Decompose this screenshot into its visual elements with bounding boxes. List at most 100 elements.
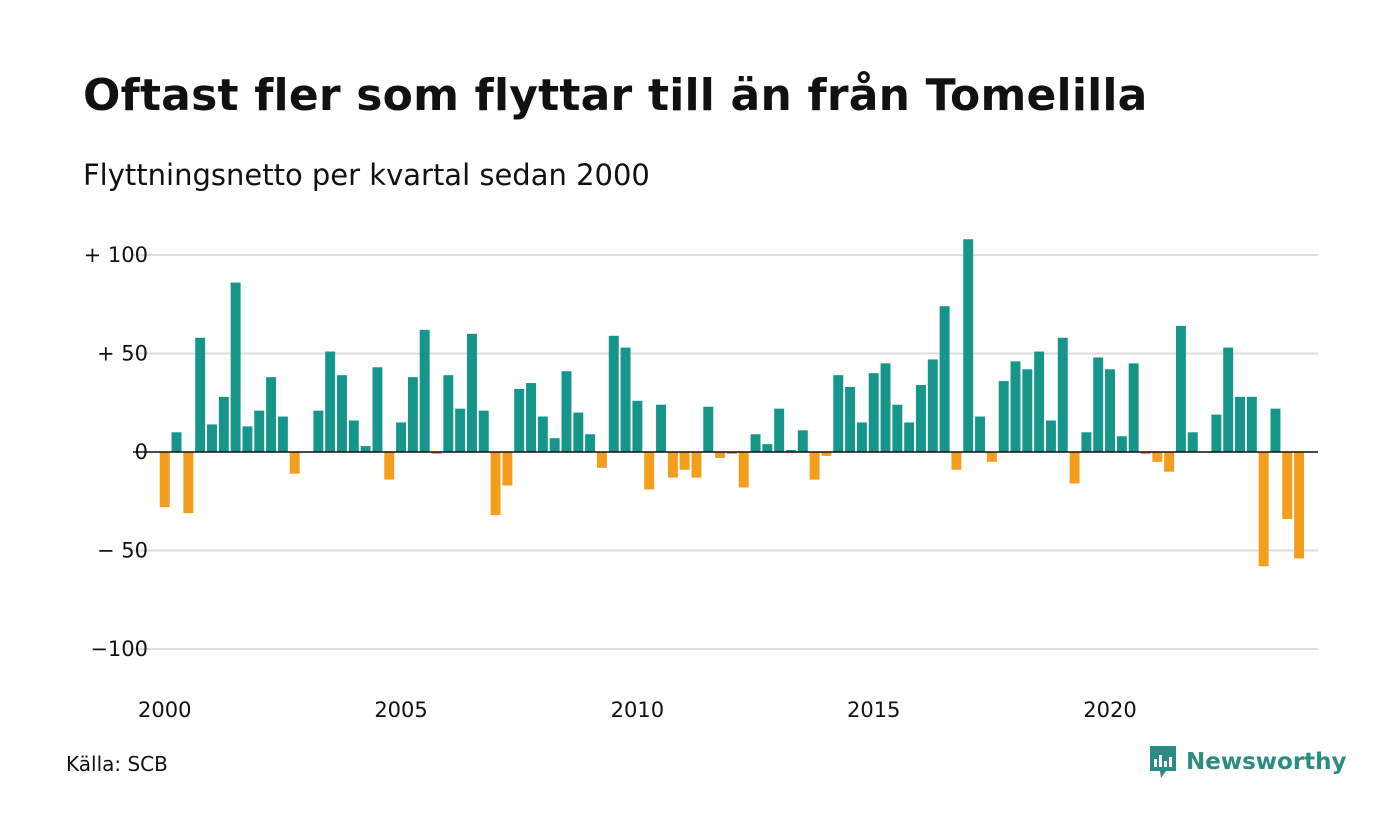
- y-tick-label: −100: [90, 637, 148, 661]
- newsworthy-logo[interactable]: Newsworthy: [1148, 744, 1347, 780]
- bar: [750, 434, 761, 452]
- bar: [715, 452, 726, 458]
- bar: [1034, 351, 1045, 452]
- bar: [1175, 325, 1186, 452]
- bar: [289, 452, 300, 474]
- bar: [360, 446, 371, 452]
- bar: [927, 359, 938, 452]
- bar: [880, 363, 891, 452]
- bar: [691, 452, 702, 478]
- bar: [738, 452, 749, 488]
- bar: [1258, 452, 1269, 567]
- bar: [809, 452, 820, 480]
- bar: [998, 381, 1009, 452]
- bar: [195, 337, 206, 452]
- bar: [230, 282, 241, 452]
- chart-title: Oftast fler som flyttar till än från Tom…: [83, 70, 1148, 121]
- bar: [1187, 432, 1198, 452]
- bar: [277, 416, 288, 452]
- bar: [632, 400, 643, 452]
- x-axis-ticks: 2000 2005 2010 2015 2020: [138, 698, 1137, 722]
- y-tick-label: + 100: [84, 243, 148, 267]
- bar: [1211, 414, 1222, 452]
- bar: [396, 422, 407, 452]
- bar: [644, 452, 655, 490]
- bar: [656, 404, 666, 452]
- bar: [1294, 452, 1305, 559]
- bar: [455, 408, 466, 452]
- y-tick-label: + 50: [97, 342, 148, 366]
- bar: [1093, 357, 1104, 452]
- bar: [443, 375, 454, 452]
- bar: [845, 386, 856, 452]
- bar: [502, 452, 513, 486]
- bar: [372, 367, 383, 452]
- x-tick-label: 2005: [374, 698, 427, 722]
- x-tick-label: 2010: [611, 698, 664, 722]
- bar: [1010, 361, 1021, 452]
- bar: [1045, 420, 1056, 452]
- bar: [526, 383, 536, 452]
- bar: [726, 452, 737, 454]
- bar: [868, 373, 879, 452]
- bar: [904, 422, 915, 452]
- bar: [963, 239, 974, 452]
- bar: [856, 422, 867, 452]
- bar: [514, 388, 525, 452]
- x-tick-label: 2000: [138, 698, 191, 722]
- bar: [833, 375, 844, 452]
- bar: [1223, 347, 1234, 452]
- chart-subtitle: Flyttningsnetto per kvartal sedan 2000: [83, 158, 650, 192]
- y-tick-label: − 50: [97, 539, 148, 563]
- bar: [1116, 436, 1127, 452]
- bar: [549, 438, 560, 452]
- bar: [419, 329, 430, 452]
- bar: [1128, 363, 1139, 452]
- bar: [679, 452, 690, 470]
- bar: [1057, 337, 1068, 452]
- bar: [266, 377, 277, 452]
- bar: [786, 450, 796, 452]
- bar: [1105, 369, 1115, 452]
- bar: [537, 416, 548, 452]
- bar: [431, 452, 442, 454]
- bar: [703, 406, 714, 452]
- bar: [1069, 452, 1080, 484]
- bar: [490, 452, 501, 516]
- bar: [916, 385, 926, 452]
- bar: [573, 412, 584, 452]
- bar: [1164, 452, 1175, 472]
- bar: [1235, 396, 1245, 452]
- x-tick-label: 2020: [1083, 698, 1136, 722]
- bar: [1140, 452, 1151, 454]
- bar: [1022, 369, 1033, 452]
- bar: [218, 396, 229, 452]
- bar: [183, 452, 194, 514]
- bar: [348, 420, 359, 452]
- bar: [561, 371, 572, 452]
- bar: [762, 444, 773, 452]
- y-axis-ticks: + 100 + 50 0 − 50 −100: [84, 243, 148, 661]
- bar: [207, 424, 217, 452]
- bar: [242, 426, 253, 452]
- bar: [596, 452, 607, 468]
- bar: [1152, 452, 1163, 462]
- bar: [939, 306, 950, 452]
- newsworthy-logo-text: Newsworthy: [1186, 749, 1347, 775]
- bar: [384, 452, 395, 480]
- bar: [254, 410, 265, 452]
- bar: [892, 404, 903, 452]
- bar: [407, 377, 418, 452]
- bar: [797, 430, 808, 452]
- bar: [620, 347, 631, 452]
- bar: [337, 375, 347, 452]
- bars: [159, 239, 1305, 567]
- bar: [1282, 452, 1293, 519]
- bar: [608, 335, 619, 452]
- bar: [325, 351, 336, 452]
- bar: [975, 416, 986, 452]
- source-note: Källa: SCB: [66, 752, 168, 776]
- bar: [313, 410, 324, 452]
- bar: [159, 452, 170, 508]
- bar: [667, 452, 678, 478]
